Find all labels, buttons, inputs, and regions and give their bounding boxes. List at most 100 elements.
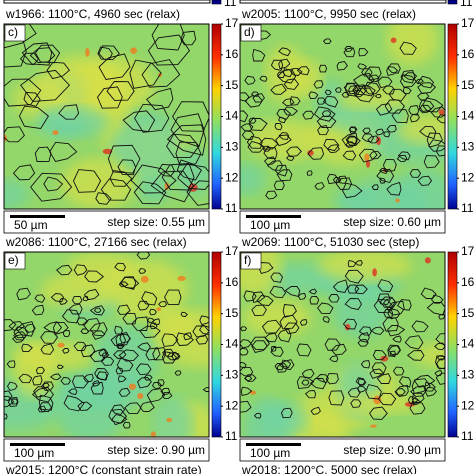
grain-boundary [240,386,253,396]
grain-boundary [296,66,310,76]
map-blotch [13,79,63,119]
grain-boundary [417,82,437,95]
grain-boundary [316,97,327,105]
grain-boundary [71,295,83,305]
grain-boundary [386,300,405,316]
panel-label: e) [8,253,19,267]
grain-boundary [251,91,260,97]
grain-boundary [269,285,287,299]
grain-boundary [94,368,109,381]
grain-boundary [62,348,70,354]
grain-boundary [342,150,357,161]
map-frame [239,23,446,210]
colorbar-tick-label: 13 [461,368,474,382]
grain-boundary [172,101,209,132]
step-size: step size: 0.60 µm [343,215,441,229]
scale-bar [246,215,301,218]
grain-boundary [240,339,252,349]
colorbar-tick-label: 11 [225,429,238,443]
grain-boundary [240,110,249,123]
grain-boundary [372,349,387,361]
grain-boundary [344,46,353,52]
map-speck [130,47,138,54]
grain-boundary [398,376,412,388]
grain-boundary [240,347,249,356]
grain-boundary [60,376,71,385]
grain-boundary [384,99,405,114]
grain-boundary [240,362,247,369]
grain-boundary [151,381,163,389]
scale-bar [10,215,65,218]
grain-boundary [122,312,137,325]
grain-boundary [357,63,367,70]
grain-boundary [344,298,363,311]
grain-boundary [34,294,46,303]
grain-boundary [330,343,347,356]
grain-boundary [358,326,372,336]
grain-boundary [379,167,389,175]
grain-boundary [388,345,402,355]
grain-boundary [264,332,278,343]
grain-boundary [100,356,115,366]
map-blotch [243,299,311,338]
map-blotch [136,169,171,204]
grain-boundary [164,289,182,305]
grain-boundary [56,364,64,370]
grain-boundary [334,87,342,93]
grain-boundary [263,146,278,160]
grain-boundary [345,141,356,148]
grain-boundary [82,318,101,332]
panel-header: w2018: 1200°C, 5000 sec (relax) [241,463,417,474]
grain-boundary [419,125,437,140]
grain-boundary [62,330,71,337]
grain-boundary [276,169,293,182]
colorbar-tick-label: 12 [225,170,239,184]
colorbar-tick-label: 15 [461,306,474,320]
map-speck [438,109,445,116]
grain-boundary [309,377,327,390]
colorbar-tick-label: 12 [225,398,239,412]
grain-boundary [15,321,35,337]
grain-boundary [404,335,424,350]
grain-boundary [141,291,158,306]
grain-boundary [326,144,340,154]
map-speck [390,37,397,43]
grain-boundary [115,367,124,375]
grain-boundary [322,38,332,45]
grain-boundary [166,133,200,158]
grain-boundary [113,350,127,359]
grain-boundary [31,387,54,403]
grain-boundary [377,392,397,406]
map-speck [150,431,156,437]
grain-boundary [289,96,301,106]
grain-boundary [40,343,55,355]
colorbar-tick-label: 14 [225,337,239,351]
grain-boundary [52,321,69,335]
grain-boundary [170,113,205,148]
panel-header: w2005: 1100°C, 9950 sec (relax) [241,7,416,21]
grain-boundary [34,44,61,64]
grain-boundary [358,148,378,163]
grain-boundary [342,318,357,330]
grain-boundary [307,147,325,160]
grain-boundary [117,159,137,176]
grain-boundary [382,85,395,95]
grain-boundary [386,66,399,76]
map-speck [380,355,389,362]
map-blotch [392,168,445,209]
grain-boundary [274,164,288,177]
grain-boundary [343,47,356,58]
map-speck [364,153,370,162]
grain-boundary [34,146,52,162]
grain-boundary [146,87,174,111]
grain-boundary [180,30,197,46]
grain-boundary [409,401,426,415]
grain-boundary [392,335,402,343]
colorbar-tick-label: 14 [461,109,474,123]
grain-boundary [124,402,142,415]
grain-boundary [354,284,368,295]
grain-boundary [240,400,252,413]
grain-boundary [397,151,411,161]
grain-boundary [83,373,94,383]
